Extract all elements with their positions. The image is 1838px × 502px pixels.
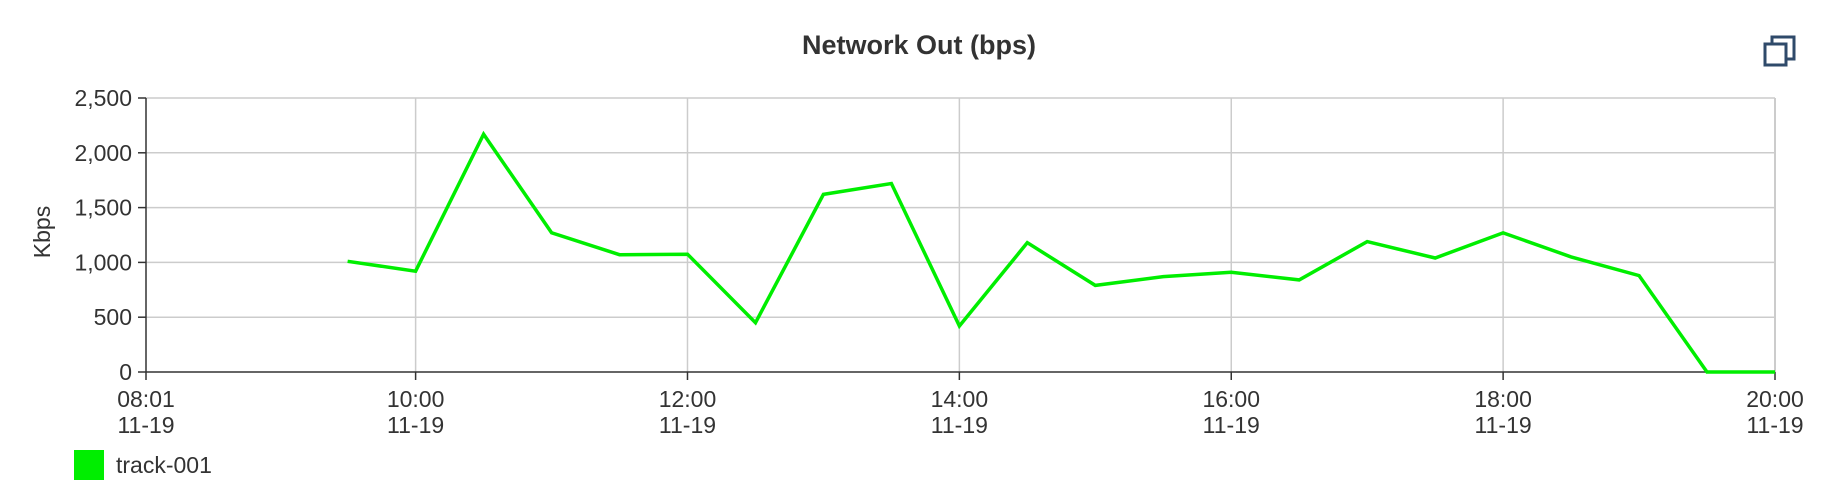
- x-tick-label: 08:01 11-19: [117, 386, 175, 438]
- expand-chart-button[interactable]: [1763, 34, 1797, 68]
- x-tick-label: 10:00 11-19: [387, 386, 445, 438]
- x-tick-label: 16:00 11-19: [1202, 386, 1260, 438]
- x-tick-time: 12:00: [659, 386, 717, 412]
- x-tick-time: 16:00: [1202, 386, 1260, 412]
- x-tick-date: 11-19: [117, 412, 174, 438]
- x-tick-time: 08:01: [117, 386, 175, 412]
- x-tick-time: 14:00: [931, 386, 989, 412]
- y-tick-label: 500: [94, 304, 132, 330]
- x-tick-label: 14:00 11-19: [931, 386, 989, 438]
- legend-item-track-001[interactable]: track-001: [74, 450, 212, 480]
- x-tick-label: 12:00 11-19: [659, 386, 717, 438]
- y-tick-label: 2,500: [74, 85, 132, 111]
- y-tick-label: 1,500: [74, 195, 132, 221]
- x-tick-date: 11-19: [387, 412, 444, 438]
- y-axis-ticks: 0 500 1,000 1,500 2,000 2,500: [74, 85, 146, 385]
- axes: [145, 98, 1776, 373]
- legend-label: track-001: [116, 451, 212, 478]
- y-tick-label: 0: [119, 359, 132, 385]
- chart-title: Network Out (bps): [802, 30, 1036, 60]
- x-tick-time: 20:00: [1746, 386, 1804, 412]
- series-lines: [347, 130, 1775, 374]
- x-tick-date: 11-19: [931, 412, 988, 438]
- grid-lines: [146, 97, 1776, 372]
- y-tick-label: 1,000: [74, 249, 132, 275]
- x-tick-label: 20:00 11-19: [1746, 386, 1804, 438]
- x-tick-label: 18:00 11-19: [1474, 386, 1532, 438]
- y-axis-title: Kbps: [29, 206, 55, 258]
- x-tick-date: 11-19: [1475, 412, 1532, 438]
- x-tick-date: 11-19: [1203, 412, 1260, 438]
- x-tick-time: 10:00: [387, 386, 445, 412]
- x-tick-time: 18:00: [1474, 386, 1532, 412]
- x-tick-date: 11-19: [1746, 412, 1803, 438]
- y-tick-label: 2,000: [74, 140, 132, 166]
- series-line-track-001: [347, 130, 1775, 374]
- x-tick-date: 11-19: [659, 412, 716, 438]
- restore-window-icon: [1763, 35, 1796, 67]
- legend-swatch: [74, 450, 104, 480]
